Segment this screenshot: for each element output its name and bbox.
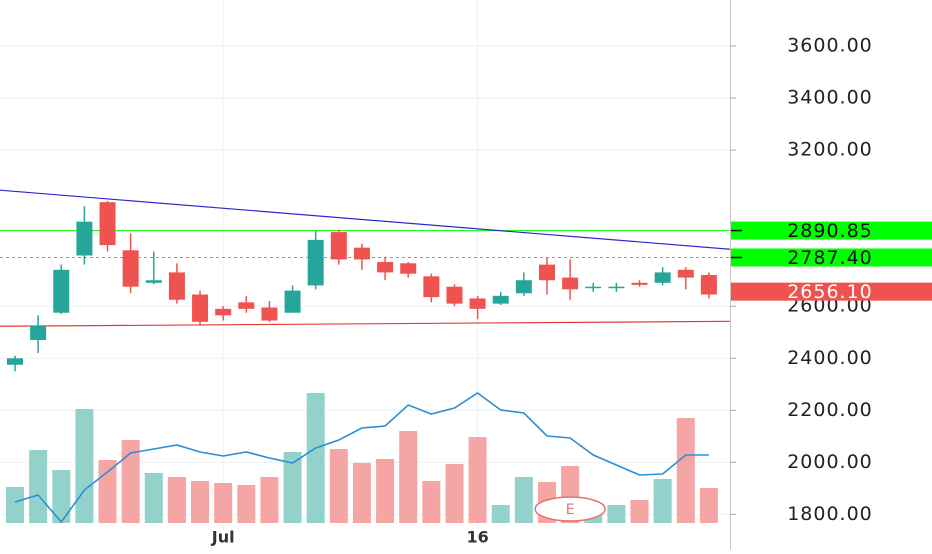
y-tick-label: 3400.00 [787,87,873,109]
candle-body [53,269,70,313]
candle-body [585,286,602,289]
volume-bar [306,393,325,523]
candle-body [99,202,116,246]
volume-bar [167,477,186,523]
volume-bar [607,505,626,523]
candle-body [562,277,579,290]
y-tick-label: 2400.00 [787,347,873,369]
x-tick-label: Jul [211,528,235,547]
candle-body [330,232,347,260]
volume-bar [144,473,163,523]
candle-body [446,286,463,304]
volume-bar [422,481,441,523]
volume-bar [121,440,140,523]
volume-bar [214,483,233,523]
candle-body [284,290,301,313]
volume-bar [29,450,48,523]
volume-bar [376,459,395,523]
candle-body [353,247,370,260]
candle-body [469,298,486,309]
trendline [0,189,731,250]
volume-bar [52,470,71,523]
price-label: 2890.85 [787,220,873,242]
y-tick-label: 1800.00 [787,503,873,525]
volume-bar [329,449,348,523]
trendline [0,320,731,327]
volume-bar [75,409,94,523]
volume-ma-line [14,392,709,524]
volume-bar [630,500,649,523]
x-tick-label: 16 [466,528,488,547]
candle-body [145,280,162,283]
candle-body [261,307,278,321]
volume-bar [283,452,302,523]
volume-bar [699,488,718,523]
y-tick-label: 2000.00 [787,451,873,473]
event-marker-label: E [566,502,575,518]
candle-body [400,263,417,274]
volume-bar [191,481,210,523]
candle-body [76,221,93,256]
y-tick-label: 3200.00 [787,139,873,161]
candle-body [515,280,532,294]
candle-body [307,239,324,286]
volume-bar [6,487,24,523]
candle-body [631,282,648,285]
candle-body [608,286,625,289]
volume-bar [399,431,418,523]
volume-bar [491,505,510,523]
price-label: 2656.10 [787,281,873,303]
price-label-box [731,282,932,301]
price-label-box [731,248,932,267]
volume-bar [445,464,464,523]
volume-bar [98,460,117,523]
price-label-box [731,221,932,240]
volume-bar [260,477,279,523]
candle-body [215,308,232,316]
volume-bar [352,463,371,523]
event-marker [534,496,606,522]
candle-body [192,294,209,322]
candle-body [538,264,555,281]
candle-body [30,325,47,341]
y-tick-label: 3600.00 [787,35,873,57]
volume-bar [468,437,487,523]
candle-body [168,272,185,300]
candle-body [700,275,717,295]
candle-body [423,276,440,298]
candle-body [122,250,139,287]
candle-body [377,262,394,273]
volume-bar [653,479,672,523]
volume-bar [237,485,256,523]
candle-body [238,302,255,309]
candle-body [677,269,694,278]
candle-body [654,272,671,283]
y-tick-label: 2200.00 [787,399,873,421]
volume-bar [676,418,695,523]
candle-body [492,295,509,304]
candle-body [7,358,23,365]
volume-bar [514,477,533,523]
price-label: 2787.40 [787,247,873,269]
